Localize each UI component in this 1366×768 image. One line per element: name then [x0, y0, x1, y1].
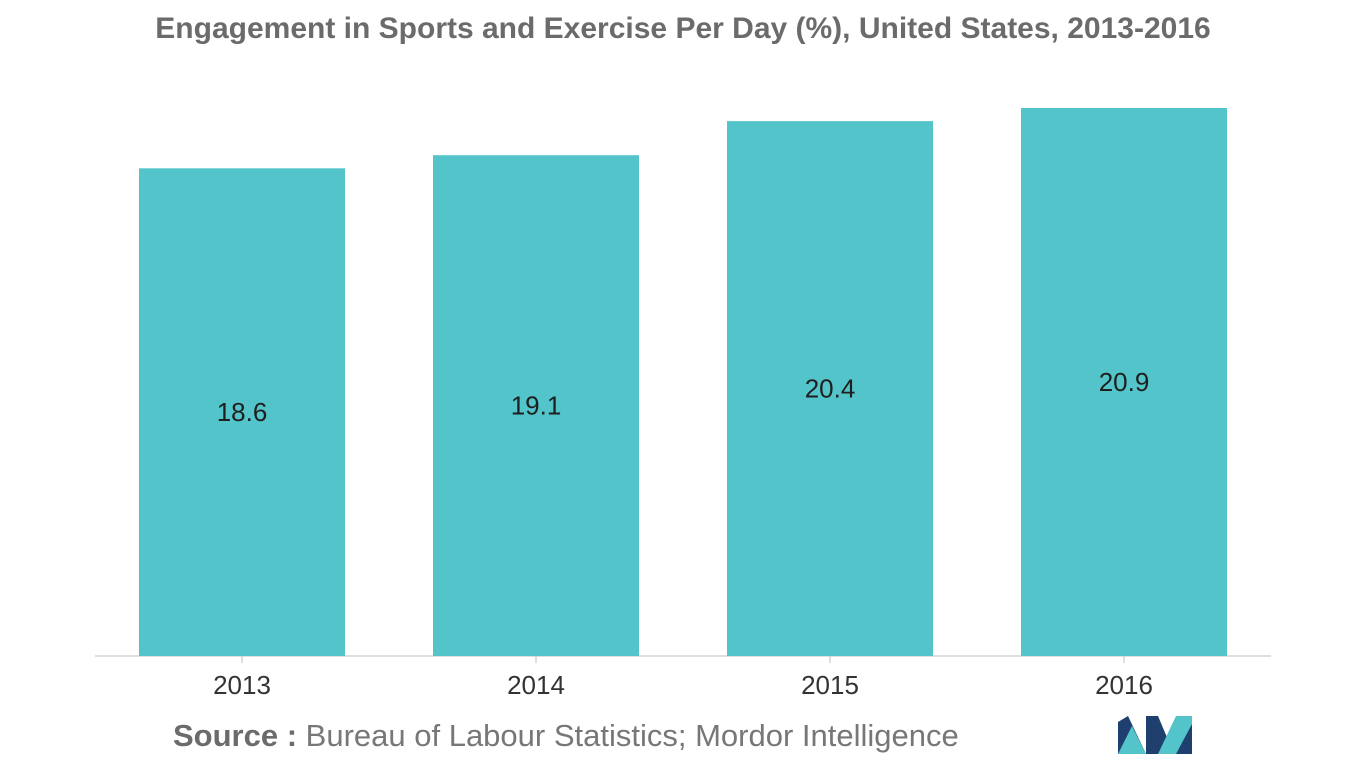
source-note: Source : Bureau of Labour Statistics; Mo…	[173, 718, 959, 754]
bar-2015	[727, 121, 933, 656]
source-label: Source :	[173, 718, 298, 753]
x-tick-label-2016: 2016	[1095, 670, 1153, 700]
bar-value-label-2015: 20.4	[805, 374, 856, 404]
chart-title: Engagement in Sports and Exercise Per Da…	[155, 12, 1211, 45]
mordor-intelligence-logo-icon	[1118, 716, 1192, 754]
bar-2014	[433, 155, 639, 656]
x-tick-label-2013: 2013	[213, 670, 271, 700]
x-tick-label-2014: 2014	[507, 670, 565, 700]
bar-chart: 18.6 2013 19.1 2014 20.4 2015 20.9 2016	[95, 108, 1271, 700]
bar-value-label-2013: 18.6	[217, 397, 268, 427]
bar-2013	[139, 168, 345, 656]
bar-value-label-2014: 19.1	[511, 391, 562, 421]
bar-value-label-2016: 20.9	[1099, 367, 1150, 397]
source-text: Bureau of Labour Statistics; Mordor Inte…	[305, 718, 959, 753]
bar-2016	[1021, 108, 1227, 656]
x-tick-label-2015: 2015	[801, 670, 859, 700]
